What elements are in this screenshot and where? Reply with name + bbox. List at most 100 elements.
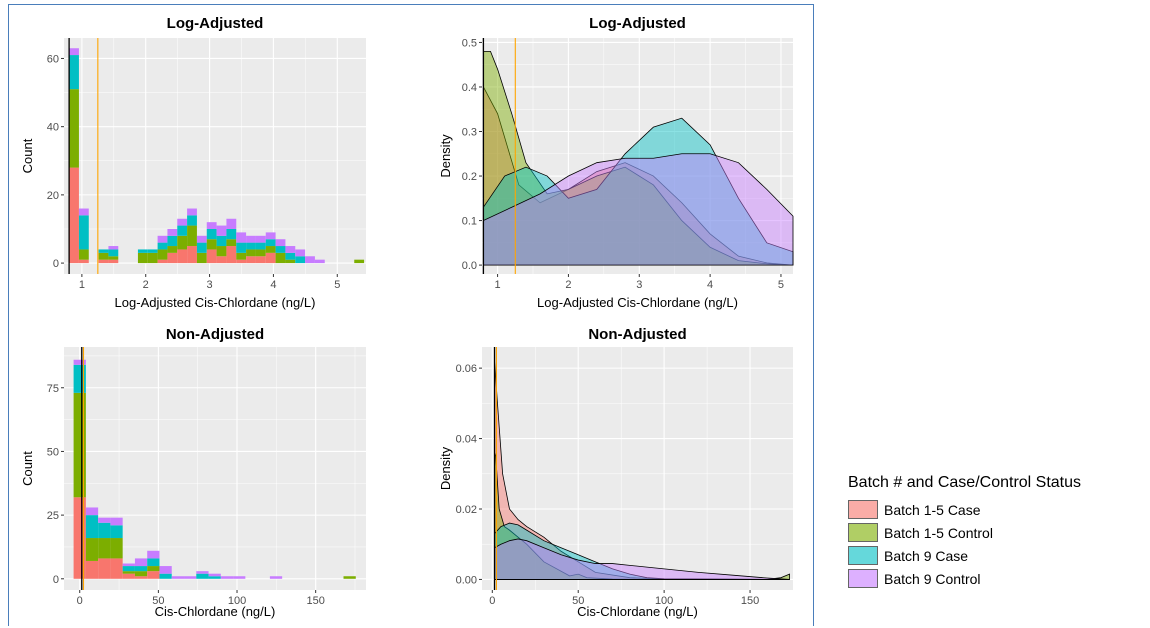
x-tick-label: 4	[270, 279, 276, 291]
legend: Batch # and Case/Control Status Batch 1-…	[848, 474, 1081, 590]
legend-label: Batch 1-5 Case	[884, 501, 981, 518]
histogram-bar-batch-1-5-control	[147, 566, 160, 572]
histogram-bar-batch-1-5-case	[85, 560, 99, 579]
histogram-bar-batch-9-case	[157, 242, 168, 250]
histogram-bar-batch-9-control	[295, 249, 306, 257]
histogram-bar-batch-1-5-control	[343, 576, 356, 579]
histogram-bar-batch-1-5-control	[354, 259, 365, 264]
histogram-bar-batch-9-control	[157, 235, 168, 243]
panel-title: Log-Adjusted	[589, 15, 686, 32]
y-axis-title: Count	[20, 451, 35, 486]
y-tick-label: 50	[47, 446, 59, 458]
histogram-bar-batch-1-5-control	[196, 252, 207, 264]
histogram-bar-batch-1-5-control	[134, 571, 148, 577]
histogram-bar-batch-9-control	[187, 208, 197, 216]
histogram-bar-batch-9-control	[134, 558, 148, 567]
y-tick-label: 20	[47, 190, 59, 202]
histogram-bar-batch-1-5-control	[216, 246, 227, 257]
histogram-bar-batch-9-control	[305, 256, 315, 264]
histogram-bar-batch-1-5-case	[246, 256, 256, 264]
histogram-bar-batch-1-5-control	[157, 249, 168, 260]
y-tick-label: 0	[53, 574, 59, 586]
legend-item-batch-1-5-control: Batch 1-5 Control	[848, 521, 1081, 544]
histogram-bar-batch-1-5-control	[206, 239, 217, 250]
histogram-bar-batch-9-control	[216, 225, 227, 236]
histogram-bar-batch-1-5-case	[108, 259, 119, 264]
histogram-bar-batch-9-control	[196, 235, 207, 243]
histogram-bar-batch-1-5-control	[69, 89, 79, 168]
y-tick-label: 0.06	[456, 363, 477, 375]
figure-frame	[8, 4, 814, 626]
histogram-bar-batch-1-5-case	[110, 558, 123, 579]
legend-key-batch-9-case	[848, 546, 878, 565]
histogram-bar-batch-9-control	[78, 208, 89, 216]
legend-item-batch-1-5-case: Batch 1-5 Case	[848, 498, 1081, 521]
histogram-bar-batch-9-control	[246, 235, 256, 243]
x-tick-label: 2	[143, 279, 149, 291]
histogram-bar-batch-9-control	[69, 48, 79, 56]
panel-3	[61, 347, 366, 593]
histogram-bar-batch-1-5-case	[78, 259, 89, 264]
panel-1	[61, 38, 366, 277]
y-axis-title: Count	[20, 138, 35, 173]
histogram-bar-batch-9-control	[196, 571, 209, 574]
histogram-bar-batch-9-control	[285, 246, 296, 253]
y-tick-label: 75	[47, 383, 59, 395]
histogram-bar-batch-9-control	[98, 517, 111, 523]
histogram-bar-batch-1-5-control	[177, 235, 188, 250]
histogram-bar-batch-1-5-control	[246, 249, 256, 257]
histogram-bar-batch-9-case	[196, 242, 207, 253]
histogram-bar-batch-9-case	[108, 249, 119, 257]
y-axis-title: Density	[438, 446, 453, 490]
histogram-bar-batch-1-5-case	[134, 576, 148, 579]
histogram-bar-batch-9-control	[206, 222, 217, 229]
y-tick-label: 0.5	[462, 37, 477, 49]
histogram-bar-batch-1-5-case	[157, 259, 168, 264]
y-tick-label: 0.2	[462, 171, 477, 183]
y-tick-label: 0.4	[462, 82, 477, 94]
histogram-bar-batch-1-5-case	[177, 249, 188, 264]
density-area-batch-1-5-case	[483, 86, 794, 266]
histogram-bar-batch-9-case	[226, 228, 237, 240]
x-tick-label: 1	[79, 279, 85, 291]
histogram-bar-batch-1-5-case	[167, 252, 178, 264]
legend-key-batch-1-5-control	[848, 523, 878, 542]
histogram-bar-batch-9-case	[187, 215, 197, 226]
y-tick-label: 0.1	[462, 216, 477, 228]
legend-label: Batch 9 Case	[884, 547, 969, 564]
histogram-bar-batch-9-control	[255, 235, 266, 243]
x-tick-label: 5	[334, 279, 340, 291]
histogram-bar-batch-1-5-control	[98, 538, 111, 559]
histogram-bar-batch-1-5-control	[73, 392, 86, 498]
histogram-bar-batch-9-case	[134, 566, 148, 572]
histogram-bar-batch-9-case	[177, 225, 188, 236]
x-tick-label: 100	[228, 595, 246, 607]
histogram-bar-batch-1-5-case	[73, 497, 86, 579]
histogram-bar-batch-1-5-control	[285, 259, 296, 264]
x-axis-title: Cis-Chlordane (ng/L)	[577, 604, 698, 619]
histogram-bar-batch-1-5-case	[236, 259, 247, 264]
x-tick-label: 5	[778, 279, 784, 291]
histogram-bar-batch-9-control	[236, 232, 247, 243]
histogram-bar-batch-9-case	[206, 228, 217, 240]
panel-title: Non-Adjusted	[166, 326, 264, 343]
x-tick-label: 50	[152, 595, 164, 607]
histogram-bar-batch-9-case	[78, 215, 89, 250]
x-tick-label: 2	[565, 279, 571, 291]
y-tick-label: 60	[47, 53, 59, 65]
histogram-bar-batch-9-case	[147, 249, 158, 253]
panel-background	[482, 38, 793, 274]
histogram-bar-batch-9-case	[255, 242, 266, 250]
x-tick-label: 150	[306, 595, 324, 607]
histogram-bar-batch-9-control	[275, 239, 286, 247]
density-area-batch-9-control	[483, 153, 794, 266]
y-tick-label: 0	[53, 258, 59, 270]
histogram-bar-batch-1-5-control	[265, 246, 276, 253]
legend-label: Batch 1-5 Control	[884, 524, 993, 541]
histogram-bar-batch-9-control	[110, 517, 123, 526]
x-tick-label: 100	[655, 595, 673, 607]
histogram-bar-batch-9-case	[295, 256, 306, 264]
histogram-bar-batch-1-5-control	[78, 249, 89, 260]
histogram-bar-batch-1-5-control	[226, 239, 237, 247]
